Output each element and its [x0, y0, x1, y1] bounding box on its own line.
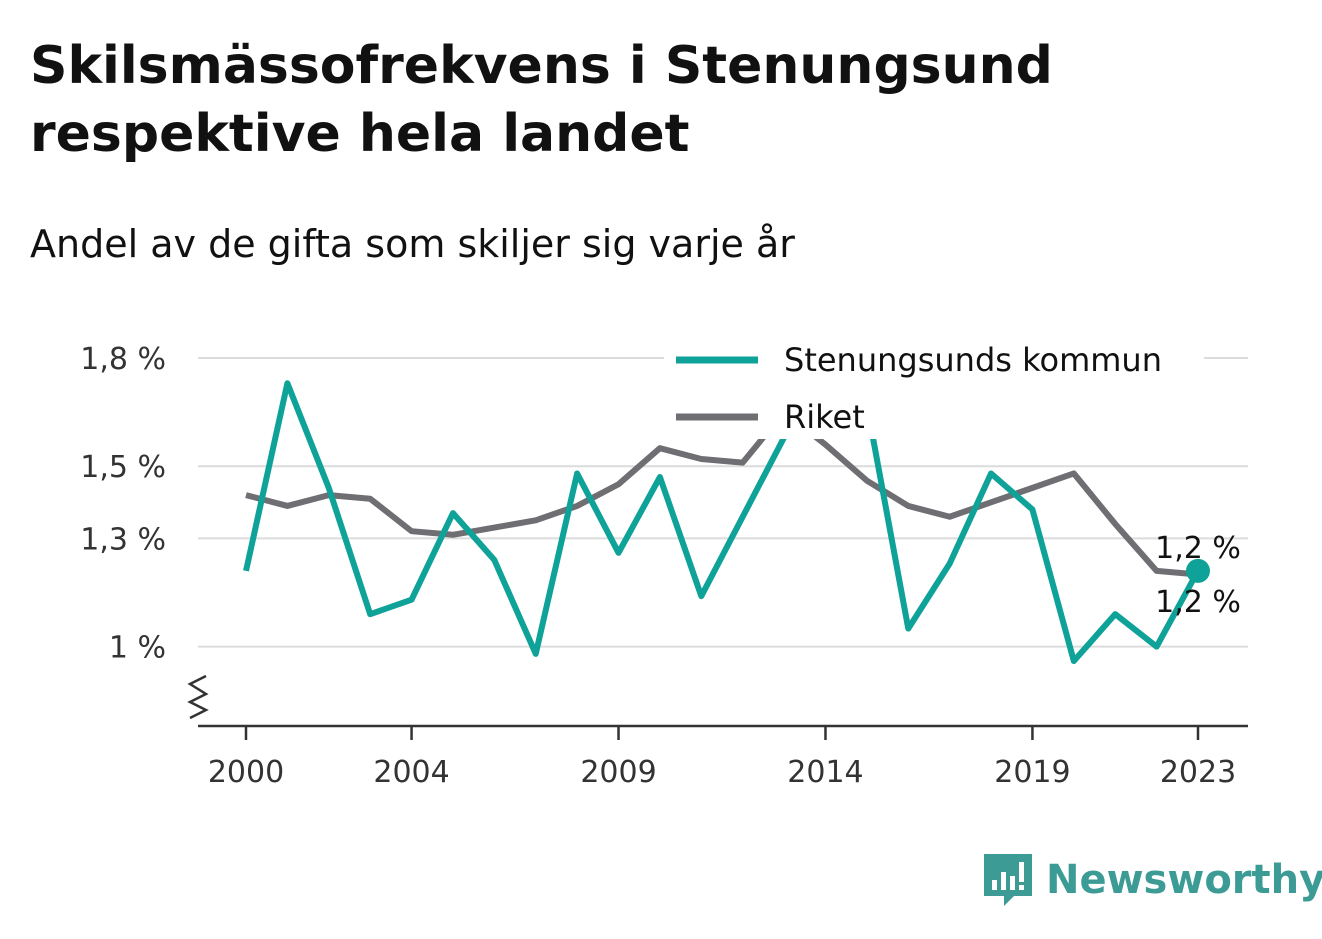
series-line-stenungsunds-kommun: [243, 380, 1201, 665]
x-tick-label: 2009: [580, 755, 656, 790]
y-axis: 1 % 1,3 % 1,5 % 1,8 %: [80, 342, 166, 666]
end-value-label: 1,2 %: [1155, 585, 1241, 620]
x-tick-label: 2019: [994, 755, 1070, 790]
y-tick-label: 1,5 %: [80, 450, 166, 485]
x-tick-label: 2014: [787, 755, 863, 790]
x-tick-label: 2000: [208, 755, 284, 790]
x-tick-label: 2023: [1160, 755, 1236, 790]
legend-bg: [664, 330, 1204, 382]
legend-label: Stenungsunds kommun: [784, 341, 1162, 379]
brand-name: Newsworthy: [1046, 857, 1322, 903]
end-point: [1186, 558, 1210, 583]
end-labels: 1,2 % 1,2 %: [1155, 531, 1241, 620]
axis-break-icon: [187, 674, 209, 720]
newsworthy-logo-icon: [984, 854, 1032, 906]
series-line-riket: [245, 409, 1199, 578]
y-tick-label: 1,3 %: [80, 522, 166, 557]
x-tick-label: 2004: [373, 755, 449, 790]
newsworthy-brand: Newsworthy: [980, 850, 1322, 910]
y-tick-label: 1 %: [109, 631, 166, 666]
chart-title: Skilsmässofrekvens i Stenungsund respekt…: [30, 36, 1053, 164]
end-value-label: 1,2 %: [1155, 531, 1241, 566]
series-lines: [243, 380, 1210, 665]
legend-bg: [664, 387, 1204, 439]
y-tick-label: 1,8 %: [80, 342, 166, 377]
legend: Stenungsunds kommun Riket: [664, 330, 1204, 439]
legend-label: Riket: [784, 398, 865, 436]
x-axis: 2000 2004 2009 2014 2019 2023: [187, 674, 1248, 790]
chart-subtitle: Andel av de gifta som skiljer sig varje …: [30, 222, 795, 266]
